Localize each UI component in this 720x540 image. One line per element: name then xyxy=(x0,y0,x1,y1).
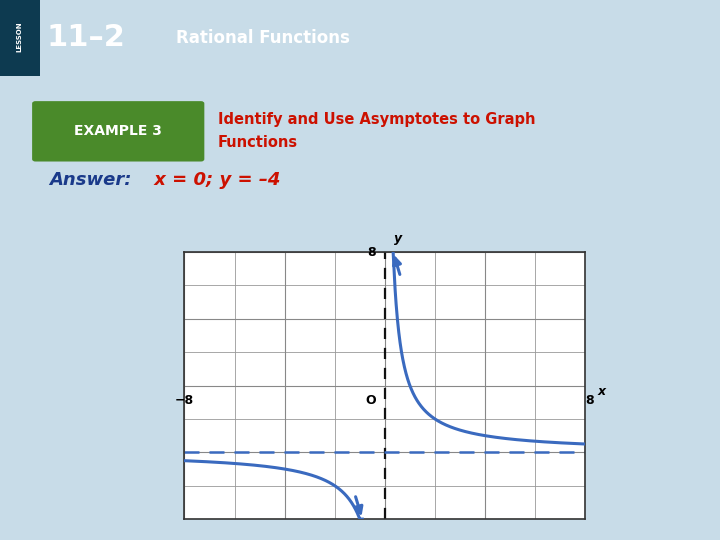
Text: −8: −8 xyxy=(175,394,194,407)
Text: y: y xyxy=(394,232,402,245)
Text: EXAMPLE 3: EXAMPLE 3 xyxy=(74,124,162,138)
Text: x = 0; y = –4: x = 0; y = –4 xyxy=(148,171,280,189)
Text: 8: 8 xyxy=(367,246,376,259)
Text: x: x xyxy=(598,385,606,398)
Text: LESSON: LESSON xyxy=(17,21,23,52)
Text: Identify and Use Asymptotes to Graph: Identify and Use Asymptotes to Graph xyxy=(217,112,535,127)
Text: 11–2: 11–2 xyxy=(47,23,126,52)
Text: Answer:: Answer: xyxy=(49,171,131,189)
FancyBboxPatch shape xyxy=(32,101,204,161)
Text: Functions: Functions xyxy=(217,136,297,151)
Text: Rational Functions: Rational Functions xyxy=(176,29,350,47)
Bar xyxy=(0,0,40,76)
Text: O: O xyxy=(366,394,376,407)
Text: 8: 8 xyxy=(585,394,594,407)
